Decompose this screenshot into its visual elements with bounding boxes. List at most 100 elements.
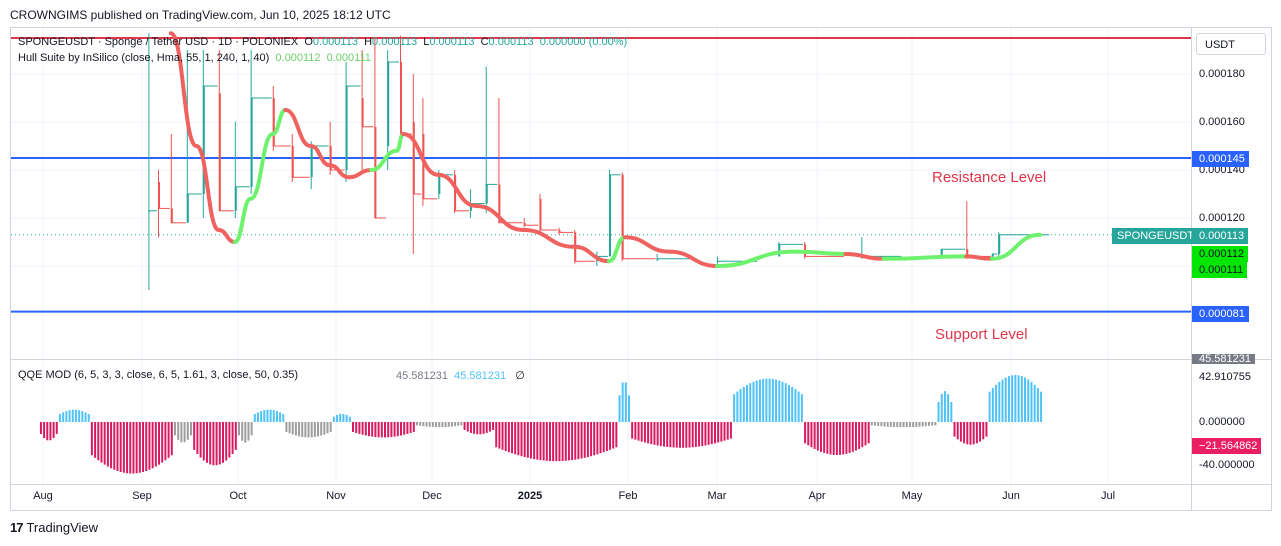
- qqe-bar: [1011, 375, 1014, 422]
- candle: [158, 170, 170, 238]
- support-price-badge: 0.000081: [1192, 306, 1249, 322]
- qqe-bar: [520, 422, 523, 457]
- qqe-bar: [845, 422, 848, 454]
- hull-segment: [327, 163, 351, 180]
- qqe-bar: [329, 422, 332, 432]
- qqe-bar: [720, 422, 723, 442]
- brand-label: TradingView: [26, 520, 99, 535]
- qqe-bar: [637, 422, 640, 441]
- qqe-bar: [196, 422, 199, 454]
- qqe-bar: [586, 422, 589, 458]
- qqe-value-2: 45.581231: [454, 370, 507, 382]
- qqe-bar: [640, 422, 643, 442]
- qqe-bar: [1007, 376, 1010, 422]
- qqe-bar: [122, 422, 125, 473]
- qqe-bar: [710, 422, 713, 445]
- qqe-bar: [231, 422, 234, 454]
- qqe-bar: [959, 422, 962, 442]
- qqe-legend[interactable]: QQE MOD (6, 5, 3, 3, close, 6, 5, 1.61, …: [18, 369, 298, 381]
- candle-body: [438, 174, 441, 194]
- currency-button[interactable]: USDT: [1196, 33, 1266, 55]
- qqe-bar: [908, 422, 911, 428]
- qqe-bar: [444, 422, 447, 427]
- qqe-bar: [403, 422, 406, 435]
- qqe-bar: [358, 422, 361, 434]
- qqe-bar: [653, 422, 656, 445]
- hull-segment: [792, 249, 848, 256]
- qqe-bar: [934, 422, 937, 426]
- qqe-bar: [348, 416, 351, 422]
- qqe-bar: [599, 422, 602, 454]
- qqe-bar: [729, 422, 732, 439]
- qqe-bar: [621, 382, 624, 422]
- candle-body: [539, 198, 542, 230]
- qqe-bar: [915, 422, 918, 427]
- qqe-bar: [256, 412, 259, 422]
- qqe-bar: [765, 378, 768, 422]
- qqe-bar: [469, 422, 472, 433]
- qqe-bar: [526, 422, 529, 458]
- qqe-bar: [400, 422, 402, 436]
- qqe-tick: 42.910755: [1199, 371, 1251, 383]
- qqe-bar: [435, 422, 438, 428]
- qqe-bar: [87, 414, 90, 422]
- qqe-bar: [1033, 384, 1036, 422]
- qqe-bar: [463, 422, 466, 430]
- qqe-bar: [250, 422, 253, 436]
- qqe-bar: [310, 422, 313, 438]
- candle: [498, 98, 523, 224]
- qqe-bar: [755, 380, 758, 422]
- qqe-bar: [991, 388, 994, 422]
- qqe-bar: [352, 422, 354, 432]
- qqe-bar: [151, 422, 154, 469]
- price-tick: 0.000140: [1199, 164, 1245, 176]
- qqe-bar: [558, 422, 561, 462]
- qqe-bar: [864, 422, 867, 446]
- qqe-bar: [704, 422, 707, 446]
- candle: [485, 66, 498, 214]
- candle-body: [498, 184, 501, 223]
- candle-body: [361, 98, 364, 127]
- qqe-bar: [374, 422, 377, 438]
- qqe-bar: [956, 422, 959, 440]
- hull-segment: [401, 132, 441, 177]
- qqe-bar: [988, 391, 991, 422]
- qqe-bar: [450, 422, 453, 427]
- candle-body: [291, 146, 294, 178]
- candle-body: [778, 244, 781, 257]
- qqe-bar: [241, 422, 244, 441]
- symbol-label[interactable]: SPONGEUSDT · Sponge / Tether USD · 1D · …: [18, 36, 299, 48]
- candle-body: [469, 203, 472, 211]
- qqe-bar: [593, 422, 596, 456]
- candle-body: [170, 208, 173, 223]
- qqe-bar: [762, 379, 765, 422]
- footer-brand[interactable]: 17 TradingView: [10, 520, 98, 535]
- qqe-bar: [247, 422, 250, 441]
- qqe-bar: [431, 422, 434, 427]
- qqe-bar: [485, 422, 488, 433]
- candle-body: [422, 134, 425, 199]
- qqe-bar: [193, 422, 196, 450]
- hull-legend[interactable]: Hull Suite by InSilico (close, Hma, 55, …: [18, 52, 371, 64]
- qqe-bar: [396, 422, 399, 437]
- qqe-bar: [672, 422, 675, 448]
- qqe-bar: [813, 422, 816, 449]
- hull-segment: [369, 148, 399, 172]
- open-value: 0.000113: [312, 36, 358, 48]
- current-price-badge: 0.000113: [1192, 228, 1249, 244]
- candle: [148, 33, 157, 290]
- qqe-bar: [583, 422, 586, 458]
- qqe-bar: [612, 422, 615, 449]
- hull-segment: [168, 31, 199, 148]
- qqe-bar: [870, 422, 873, 426]
- qqe-bar: [282, 414, 285, 422]
- qqe-bar: [555, 422, 558, 462]
- qqe-bar: [628, 395, 630, 422]
- candle-body: [345, 86, 348, 170]
- time-label-year: 2025: [517, 490, 543, 502]
- change-value: 0.000000 (0.00%): [539, 36, 628, 48]
- qqe-bar: [206, 422, 208, 463]
- qqe-bar: [78, 410, 81, 422]
- hull-segment: [989, 232, 1043, 261]
